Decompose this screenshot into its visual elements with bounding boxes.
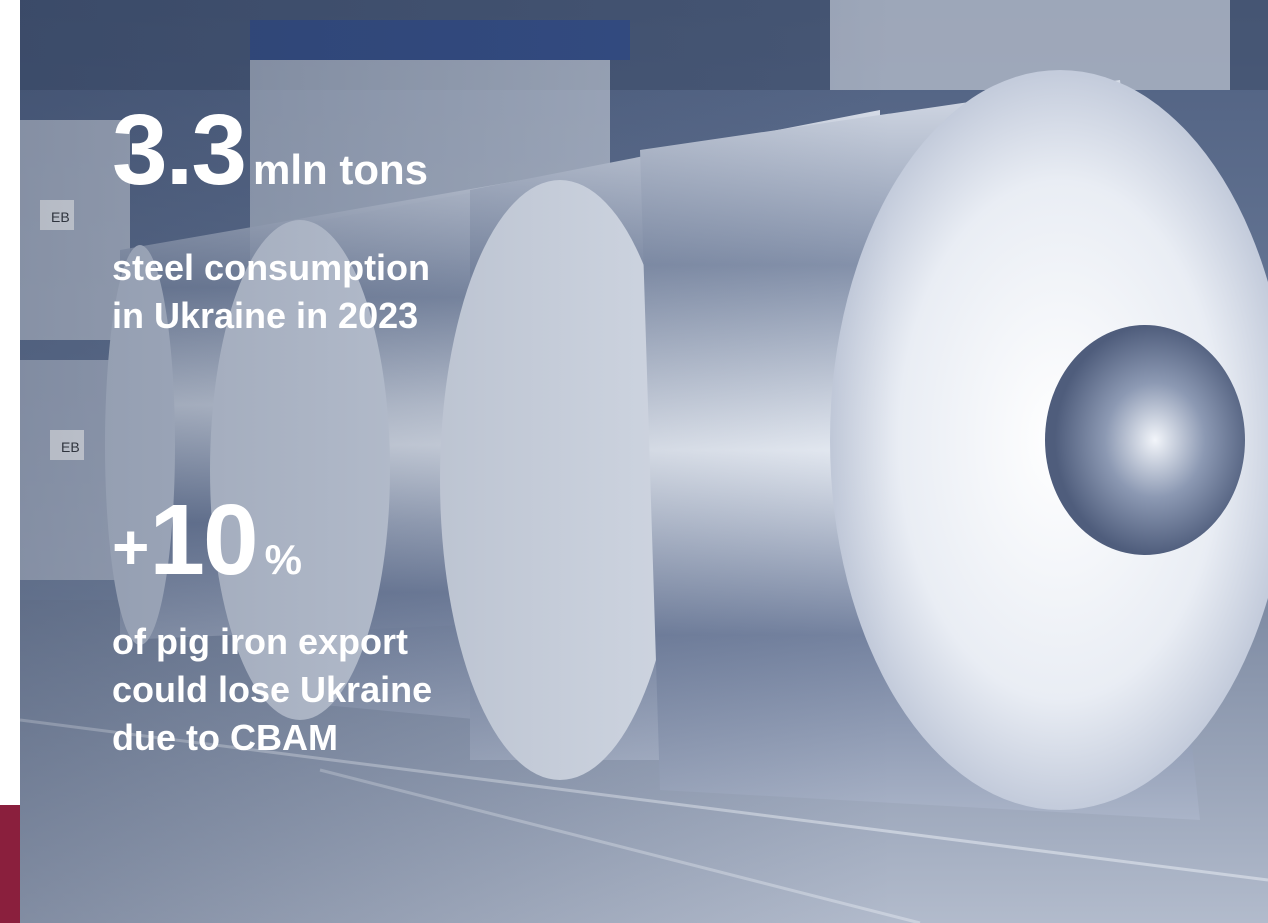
stat-pig-iron-value: +10% [112,490,302,590]
caption-line: of pig iron export [112,621,408,662]
stat-value: 3.3 [112,94,247,206]
stat-unit: mln tons [253,146,429,193]
caption-line: in Ukraine in 2023 [112,295,419,336]
stat-pig-iron-caption: of pig iron export could lose Ukraine du… [112,618,432,762]
steel-coils-illustration: EB EB [20,0,1268,923]
caption-line: due to CBAM [112,717,338,758]
svg-text:EB: EB [61,439,80,455]
stat-sign: + [112,511,150,583]
caption-line: could lose Ukraine [112,669,433,710]
accent-strip [0,805,20,923]
caption-line: steel consumption [112,247,431,288]
stat-steel-consumption-caption: steel consumption in Ukraine in 2023 [112,244,430,340]
stat-value: 10 [149,484,258,596]
tint-overlay [20,0,1268,923]
svg-text:EB: EB [51,209,70,225]
stat-unit: % [264,536,302,583]
stat-steel-consumption-value: 3.3 mln tons [112,100,428,200]
